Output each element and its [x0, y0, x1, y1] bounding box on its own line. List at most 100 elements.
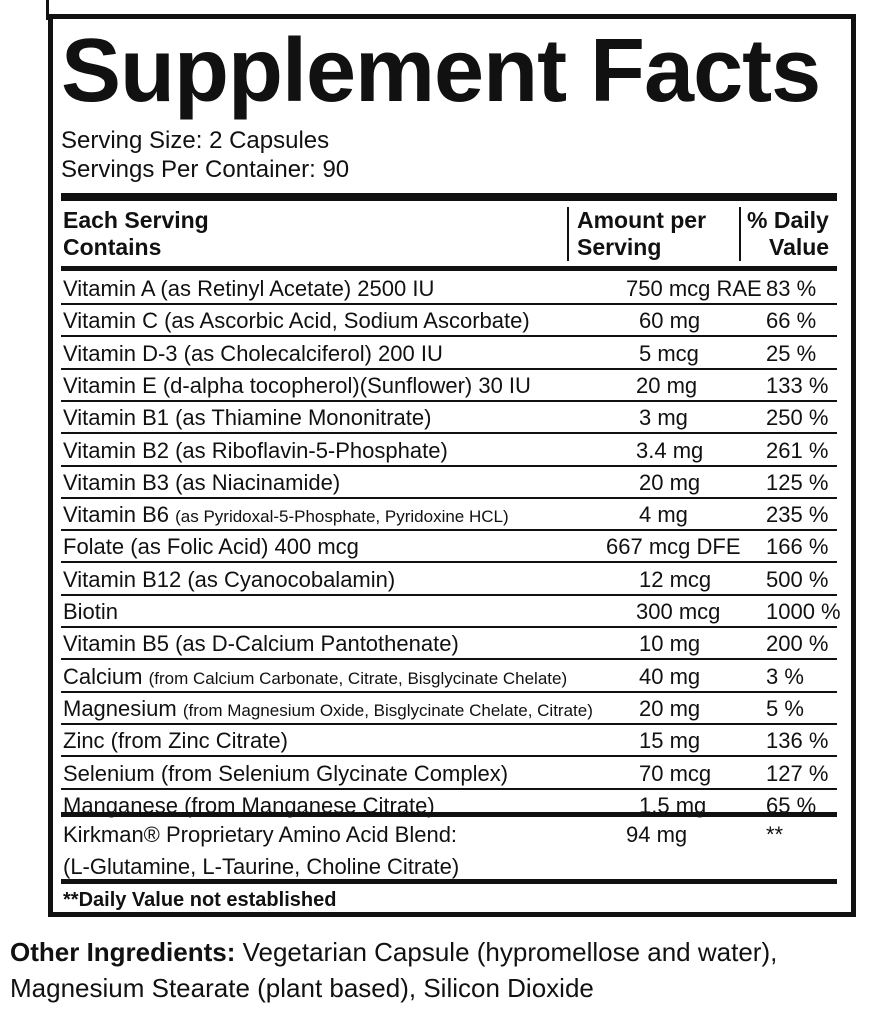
table-row: Selenium (from Selenium Glycinate Comple…: [61, 758, 837, 790]
nutrient-daily-value: 3 %: [766, 663, 804, 689]
table-row: Vitamin B3 (as Niacinamide) 20 mg 125 %: [61, 467, 837, 499]
nutrient-amount: 3.4 mg: [636, 437, 704, 463]
header-amount-per: Amount per: [577, 207, 707, 233]
nutrient-name-text: Magnesium: [63, 695, 183, 721]
table-row: Vitamin B6 (as Pyridoxal-5-Phosphate, Py…: [61, 499, 837, 532]
nutrient-name-text: Selenium (from Selenium Glycinate Comple…: [63, 760, 509, 786]
nutrient-name-text: Folate (as Folic Acid) 400 mcg: [63, 534, 359, 560]
table-row: Vitamin B5 (as D-Calcium Pantothenate) 10…: [61, 628, 837, 661]
nutrient-amount: 12 mcg: [639, 566, 712, 592]
other-ingredients-text: Vegetarian Capsule (hypromellose and wat…: [10, 937, 778, 1003]
table-row: Vitamin D-3 (as Cholecalciferol) 200 IU 5…: [61, 338, 837, 370]
proprietary-blend-row: Kirkman® Proprietary Amino Acid Blend: (…: [61, 818, 837, 884]
table-row: Biotin 300 mcg 1000 %: [61, 596, 841, 628]
table-row: Vitamin A (as Retinyl Acetate) 2500 IU 75…: [61, 273, 837, 305]
nutrient-amount: 5 mcg: [639, 340, 699, 366]
nutrient-name-text: Vitamin B1 (as Thiamine Mononitrate): [63, 405, 432, 431]
table-row: Vitamin E (d-alpha tocopherol)(Sunflower…: [61, 370, 837, 402]
serving-size: Serving Size: 2 Capsules: [61, 127, 330, 154]
nutrient-name: Vitamin B5 (as D-Calcium Pantothenate): [63, 631, 459, 657]
table-row: Vitamin B1 (as Thiamine Mononitrate) 3 mg…: [61, 402, 837, 435]
header-percent-daily: % Daily: [747, 207, 829, 233]
nutrient-daily-value: 125 %: [766, 469, 829, 495]
nutrient-name: Vitamin D-3 (as Cholecalciferol) 200 IU: [63, 341, 443, 367]
table-row: Folate (as Folic Acid) 400 mcg 667 mcg DF…: [61, 531, 837, 564]
nutrient-daily-value: 250 %: [766, 405, 829, 431]
nutrient-name: Vitamin B3 (as Niacinamide): [63, 470, 340, 496]
nutrient-amount: 300 mcg: [636, 599, 721, 624]
row-separator: [61, 432, 837, 435]
nutrient-name: Vitamin C (as Ascorbic Acid, Sodium Asco…: [63, 308, 530, 334]
panel-title: Supplement Facts: [61, 21, 821, 121]
nutrient-name-text: Vitamin E (d-alpha tocopherol)(Sunflower…: [63, 372, 531, 398]
nutrient-amount: 60 mg: [639, 308, 701, 334]
row-separator: [61, 496, 837, 499]
header-each-serving: Each Serving: [63, 207, 209, 233]
nutrient-amount: 10 mg: [639, 631, 701, 657]
thick-rule-bottom: [61, 879, 837, 884]
nutrient-name: Vitamin B1 (as Thiamine Mononitrate): [63, 405, 431, 431]
row-separator: [61, 626, 837, 628]
blend-daily-value: **: [766, 822, 784, 847]
nutrient-name-text: Vitamin C (as Ascorbic Acid, Sodium Asco…: [63, 308, 530, 334]
nutrient-name: Magnesium (from Magnesium Oxide, Bisglyc…: [63, 696, 593, 724]
nutrient-name: Vitamin B2 (as Riboflavin-5-Phosphate): [63, 438, 448, 464]
row-separator: [61, 399, 837, 402]
nutrient-name: Zinc (from Zinc Citrate): [63, 728, 288, 754]
nutrient-name-text: Zinc (from Zinc Citrate): [63, 728, 288, 754]
thick-rule-top: [61, 193, 837, 201]
thick-rule-header: [61, 266, 837, 271]
row-separator: [61, 658, 837, 661]
nutrient-amount: 70 mcg: [639, 760, 712, 786]
thick-rule-blend: [61, 812, 837, 817]
nutrient-name-text: Vitamin B5 (as D-Calcium Pantothenate): [63, 631, 459, 657]
table-row: Calcium (from Calcium Carbonate, Citrate…: [61, 661, 837, 693]
table-row: Zinc (from Zinc Citrate) 15 mg 136 %: [61, 725, 837, 758]
nutrient-daily-value: 200 %: [766, 631, 829, 657]
row-separator: [61, 367, 837, 370]
nutrient-name: Vitamin B12 (as Cyanocobalamin): [63, 567, 395, 593]
nutrient-daily-value: 133 %: [766, 372, 829, 398]
table-row: Vitamin C (as Ascorbic Acid, Sodium Asco…: [61, 305, 837, 338]
header-contains: Contains: [63, 234, 162, 260]
nutrient-amount: 4 mg: [639, 502, 688, 528]
nutrient-source-detail: (as Pyridoxal-5-Phosphate, Pyridoxine HC…: [175, 507, 509, 527]
supplement-facts-panel: Supplement Facts Serving Size: 2 Capsule…: [48, 14, 856, 917]
row-separator: [61, 529, 837, 532]
table-row: Vitamin B2 (as Riboflavin-5-Phosphate) 3.…: [61, 435, 837, 467]
nutrient-daily-value: 25 %: [766, 340, 817, 366]
blend-name-line2: (L-Glutamine, L-Taurine, Choline Citrate…: [63, 854, 460, 879]
nutrient-daily-value: 66 %: [766, 308, 817, 334]
nutrient-name-text: Vitamin A (as Retinyl Acetate) 2500 IU: [63, 276, 435, 301]
header-divider-1: [567, 207, 569, 261]
nutrient-name: Vitamin E (d-alpha tocopherol)(Sunflower…: [63, 373, 531, 399]
nutrient-daily-value: 500 %: [766, 566, 829, 592]
nutrient-name-text: Vitamin B3 (as Niacinamide): [63, 469, 341, 495]
row-separator: [61, 303, 837, 305]
nutrient-source-detail: (from Calcium Carbonate, Citrate, Bisgly…: [148, 668, 568, 688]
nutrient-name: Vitamin B6 (as Pyridoxal-5-Phosphate, Py…: [63, 502, 509, 530]
other-ingredients-label: Other Ingredients:: [10, 937, 236, 967]
row-separator: [61, 335, 837, 338]
row-separator: [61, 593, 837, 596]
row-separator: [61, 690, 837, 693]
nutrient-name-text: Vitamin B12 (as Cyanocobalamin): [63, 566, 396, 592]
nutrient-name-text: Biotin: [63, 599, 119, 624]
header-divider-2: [739, 207, 741, 261]
nutrient-daily-value: 127 %: [766, 760, 829, 786]
nutrient-name-text: Calcium: [63, 663, 149, 689]
nutrient-amount: 20 mg: [639, 469, 701, 495]
daily-value-footnote: **Daily Value not established: [63, 889, 337, 911]
row-separator: [61, 561, 837, 564]
row-separator: [61, 722, 837, 725]
nutrient-source-detail: (from Magnesium Oxide, Bisglycinate Chel…: [182, 700, 593, 720]
nutrient-name: Vitamin A (as Retinyl Acetate) 2500 IU: [63, 276, 434, 302]
nutrient-name: Folate (as Folic Acid) 400 mcg: [63, 534, 359, 560]
blend-name-line1: Kirkman® Proprietary Amino Acid Blend:: [63, 822, 458, 847]
header-value: Value: [769, 234, 830, 260]
nutrient-name-text: Vitamin B2 (as Riboflavin-5-Phosphate): [63, 437, 448, 463]
nutrient-name: Selenium (from Selenium Glycinate Comple…: [63, 761, 508, 787]
nutrient-amount: 40 mg: [639, 663, 701, 689]
nutrient-name-text: Vitamin D-3 (as Cholecalciferol) 200 IU: [63, 340, 443, 366]
nutrient-amount: 750 mcg RAE: [626, 276, 762, 301]
